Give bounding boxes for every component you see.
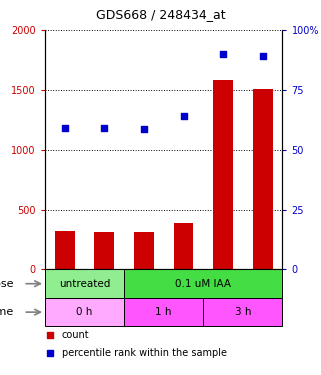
Text: percentile rank within the sample: percentile rank within the sample — [62, 348, 227, 358]
Point — [204, 45, 210, 51]
Bar — [253, 88, 273, 270]
FancyBboxPatch shape — [203, 298, 282, 326]
Text: 0 h: 0 h — [76, 307, 93, 317]
Bar — [134, 232, 154, 270]
Text: count: count — [62, 330, 89, 340]
Point — [62, 125, 67, 131]
Text: 0.1 uM IAA: 0.1 uM IAA — [175, 279, 231, 289]
Point — [141, 126, 146, 132]
FancyBboxPatch shape — [45, 270, 124, 298]
Text: untreated: untreated — [59, 279, 110, 289]
Bar — [55, 231, 75, 270]
FancyBboxPatch shape — [124, 270, 282, 298]
Text: time: time — [0, 307, 14, 317]
Point — [260, 53, 265, 59]
FancyBboxPatch shape — [124, 298, 203, 326]
Bar — [213, 80, 233, 270]
Text: 1 h: 1 h — [155, 307, 172, 317]
Point — [181, 113, 186, 119]
Bar — [174, 223, 193, 270]
Text: 3 h: 3 h — [235, 307, 251, 317]
Point — [221, 51, 226, 57]
Point — [204, 213, 210, 219]
Text: GDS668 / 248434_at: GDS668 / 248434_at — [96, 8, 225, 21]
Text: dose: dose — [0, 279, 14, 289]
FancyBboxPatch shape — [45, 298, 124, 326]
Bar — [94, 232, 114, 270]
Point — [102, 125, 107, 131]
